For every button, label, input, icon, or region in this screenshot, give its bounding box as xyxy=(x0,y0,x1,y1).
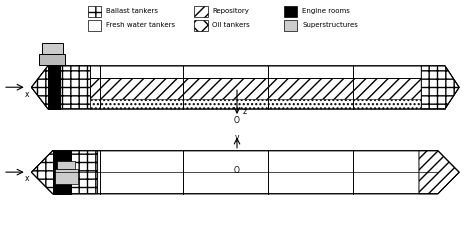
Text: Ballast tankers: Ballast tankers xyxy=(106,8,158,14)
Bar xyxy=(53,151,71,194)
Polygon shape xyxy=(31,66,459,109)
Bar xyxy=(88,6,101,17)
Bar xyxy=(284,19,298,31)
Bar xyxy=(194,19,208,31)
Text: x: x xyxy=(25,175,30,183)
Polygon shape xyxy=(31,151,98,194)
Text: Repository: Repository xyxy=(212,8,249,14)
Bar xyxy=(57,161,75,169)
Polygon shape xyxy=(31,151,459,194)
Text: y: y xyxy=(235,133,239,142)
Text: Fresh water tankers: Fresh water tankers xyxy=(106,22,175,28)
Bar xyxy=(284,6,298,17)
Text: Oil tankers: Oil tankers xyxy=(212,22,250,28)
Text: z: z xyxy=(243,107,247,116)
Text: Superstructures: Superstructures xyxy=(302,22,358,28)
Text: Engine rooms: Engine rooms xyxy=(302,8,350,14)
Text: O: O xyxy=(234,165,240,175)
Bar xyxy=(55,169,78,184)
Polygon shape xyxy=(31,66,91,109)
Bar xyxy=(48,66,60,109)
Text: O: O xyxy=(234,116,240,124)
Polygon shape xyxy=(419,151,459,194)
Bar xyxy=(39,54,65,65)
Polygon shape xyxy=(421,66,459,109)
Bar xyxy=(88,19,101,31)
Bar xyxy=(194,6,208,17)
Bar xyxy=(91,78,445,105)
Bar xyxy=(91,99,445,109)
Text: x: x xyxy=(25,90,30,99)
Bar xyxy=(42,43,63,54)
